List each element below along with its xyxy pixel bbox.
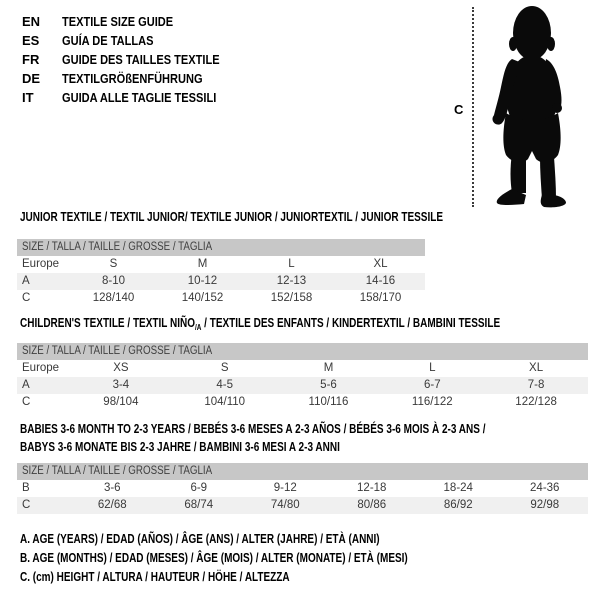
cell: 12-18 xyxy=(357,482,387,494)
cell: 80/86 xyxy=(357,499,387,511)
table-row: B 3-6 6-9 9-12 12-18 18-24 24-36 xyxy=(17,480,588,497)
cell: S xyxy=(220,362,229,374)
cell: XL xyxy=(373,258,388,270)
lang-code: FR xyxy=(22,52,40,67)
lang-label: TEXTILE SIZE GUIDE xyxy=(62,14,174,29)
cell: 98/104 xyxy=(103,396,139,408)
cell: 7-8 xyxy=(527,379,545,391)
cell: L xyxy=(429,362,436,374)
table-row: Europe XS S M L XL xyxy=(17,360,588,377)
cell: L xyxy=(288,258,295,270)
children-section-title: CHILDREN'S TEXTILE / TEXTIL NIÑO/A / TEX… xyxy=(20,316,501,332)
cell: 14-16 xyxy=(365,275,396,287)
lang-row-en: EN TEXTILE SIZE GUIDE xyxy=(22,12,247,31)
row-label: B xyxy=(22,482,30,494)
size-header-bar: SIZE / TALLA / TAILLE / GRÖSSE / TAGLIA xyxy=(17,239,425,256)
cell: 8-10 xyxy=(101,275,126,287)
table-row: C 128/140 140/152 152/158 158/170 xyxy=(17,290,425,307)
cell: 3-6 xyxy=(103,482,121,494)
table-row: A 8-10 10-12 12-13 14-16 xyxy=(17,273,425,290)
cell: 6-7 xyxy=(423,379,441,391)
lang-row-fr: FR GUIDE DES TAILLES TEXTILE xyxy=(22,50,247,69)
cell: 6-9 xyxy=(190,482,208,494)
size-header-bar: SIZE / TALLA / TAILLE / GRÖSSE / TAGLIA xyxy=(17,463,588,480)
language-title-list: EN TEXTILE SIZE GUIDE ES GUÍA DE TALLAS … xyxy=(22,12,247,107)
subscript-a: /A xyxy=(194,323,202,332)
cell: 74/80 xyxy=(270,499,300,511)
cell: 158/170 xyxy=(359,292,402,304)
size-header-bar: SIZE / TALLA / TAILLE / GRÖSSE / TAGLIA xyxy=(17,343,588,360)
lang-label: GUIDE DES TAILLES TEXTILE xyxy=(62,52,220,67)
cell: 10-12 xyxy=(187,275,218,287)
cell: 116/122 xyxy=(411,396,453,408)
legend-line-c: C. (cm) HEIGHT / ALTURA / HAUTEUR / HÖHE… xyxy=(20,570,290,584)
cell: 104/110 xyxy=(204,396,246,408)
table-row: C 62/68 68/74 74/80 80/86 86/92 92/98 xyxy=(17,497,588,514)
row-label: C xyxy=(22,396,31,408)
cell: M xyxy=(197,258,208,270)
legend-line-b: B. AGE (MONTHS) / EDAD (MESES) / ÂGE (MO… xyxy=(20,551,408,565)
babies-section-title: BABIES 3-6 MONTH TO 2-3 YEARS / BEBÉS 3-… xyxy=(20,422,486,454)
junior-section-title: JUNIOR TEXTILE / TEXTIL JUNIOR/ TEXTILE … xyxy=(20,210,444,224)
lang-code: EN xyxy=(22,14,41,29)
row-label: C xyxy=(22,499,31,511)
height-c-label: C xyxy=(454,102,464,117)
lang-code: IT xyxy=(22,90,34,105)
toddler-silhouette-image xyxy=(488,3,588,213)
cell: XL xyxy=(529,362,544,374)
lang-row-de: DE TEXTILGRÖßENFÜHRUNG xyxy=(22,69,247,88)
cell: 12-13 xyxy=(276,275,307,287)
cell: 18-24 xyxy=(443,482,473,494)
lang-code: ES xyxy=(22,33,40,48)
babies-size-table: SIZE / TALLA / TAILLE / GRÖSSE / TAGLIA … xyxy=(17,463,588,514)
children-size-table: SIZE / TALLA / TAILLE / GRÖSSE / TAGLIA … xyxy=(17,343,588,411)
legend-line-a: A. AGE (YEARS) / EDAD (AÑOS) / ÂGE (ANS)… xyxy=(20,532,380,546)
cell: 62/68 xyxy=(97,499,127,511)
junior-size-table: SIZE / TALLA / TAILLE / GRÖSSE / TAGLIA … xyxy=(17,239,425,307)
lang-row-es: ES GUÍA DE TALLAS xyxy=(22,31,247,50)
cell: 110/116 xyxy=(308,396,349,408)
cell: 9-12 xyxy=(273,482,297,494)
lang-label: GUIDA ALLE TAGLIE TESSILI xyxy=(62,90,217,105)
row-label: A xyxy=(22,275,30,287)
row-label: C xyxy=(22,292,31,304)
cell: 5-6 xyxy=(320,379,337,391)
cell: 86/92 xyxy=(443,499,473,511)
table-row: C 98/104 104/110 110/116 116/122 122/128 xyxy=(17,394,588,411)
lang-row-it: IT GUIDA ALLE TAGLIE TESSILI xyxy=(22,88,247,107)
cell: XS xyxy=(113,362,129,374)
row-label: Europe xyxy=(22,258,60,270)
cell: 128/140 xyxy=(92,292,135,304)
row-label: A xyxy=(22,379,30,391)
cell: 68/74 xyxy=(184,499,214,511)
cell: 122/128 xyxy=(515,396,557,408)
lang-label: TEXTILGRÖßENFÜHRUNG xyxy=(62,71,203,86)
table-row: A 3-4 4-5 5-6 6-7 7-8 xyxy=(17,377,588,394)
cell: S xyxy=(109,258,118,270)
lang-label: GUÍA DE TALLAS xyxy=(62,33,154,48)
lang-code: DE xyxy=(22,71,41,86)
cell: 3-4 xyxy=(112,379,130,391)
cell: 4-5 xyxy=(216,379,233,391)
cell: 140/152 xyxy=(181,292,224,304)
cell: 92/98 xyxy=(530,499,560,511)
table-row: Europe S M L XL xyxy=(17,256,425,273)
cell: 152/158 xyxy=(270,292,313,304)
cell: M xyxy=(323,362,334,374)
cell: 24-36 xyxy=(530,482,560,494)
row-label: Europe xyxy=(22,362,60,374)
measurement-legend: A. AGE (YEARS) / EDAD (AÑOS) / ÂGE (ANS)… xyxy=(20,530,505,587)
height-dotted-line xyxy=(472,7,474,207)
toddler-silhouette-icon xyxy=(492,6,566,208)
